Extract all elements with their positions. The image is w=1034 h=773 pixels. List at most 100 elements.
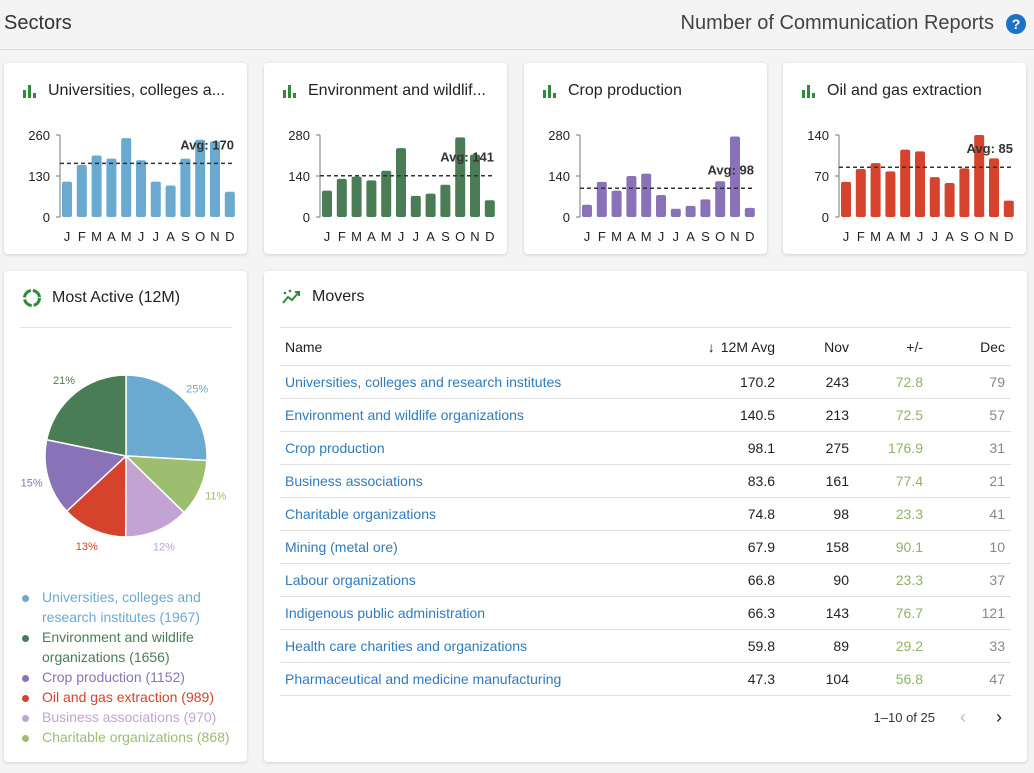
legend-item[interactable]: Business associations (970) (22, 707, 237, 727)
bar (715, 181, 726, 217)
mover-avg: 170.2 (676, 365, 781, 399)
column-header-dec[interactable]: Dec (929, 327, 1011, 366)
mover-diff: 76.7 (855, 596, 929, 630)
legend-item[interactable]: Charitable organizations (868) (22, 727, 237, 747)
mover-name-link[interactable]: Crop production (280, 431, 676, 465)
legend-item[interactable]: Universities, colleges and research inst… (22, 587, 237, 627)
table-row[interactable]: Mining (metal ore) 67.9 158 90.1 10 (280, 530, 1011, 564)
bar (641, 173, 652, 217)
x-tick-label: D (745, 229, 754, 244)
sector-card-2[interactable]: Crop production 280 140 0 J F M A M J J A S O N D Avg: … (524, 63, 767, 254)
mover-nov: 89 (781, 629, 855, 663)
mover-nov: 161 (781, 464, 855, 498)
bar (136, 160, 146, 217)
mover-name-link[interactable]: Charitable organizations (280, 497, 676, 531)
mover-name-link[interactable]: Labour organizations (280, 563, 676, 597)
bar (396, 148, 406, 217)
legend-label: Business associations (970) (42, 709, 217, 725)
mover-name-link[interactable]: Mining (metal ore) (280, 530, 676, 564)
table-row[interactable]: Universities, colleges and research inst… (280, 365, 1011, 399)
mover-diff: 72.8 (855, 365, 929, 399)
avg-label: Avg: 85 (967, 141, 1013, 156)
bar (62, 181, 72, 217)
mover-diff: 23.3 (855, 563, 929, 597)
table-row[interactable]: Health care charities and organizations 5… (280, 629, 1011, 663)
pie-slice (44, 438, 128, 513)
x-tick-label: J (324, 229, 331, 244)
mover-dec: 33 (929, 629, 1011, 663)
prev-page-icon[interactable]: ‹ (960, 706, 966, 727)
mover-nov: 143 (781, 596, 855, 630)
next-page-icon[interactable]: › (996, 706, 1002, 727)
help-icon[interactable]: ? (1006, 14, 1026, 34)
bar (900, 149, 911, 217)
pagination: 1–10 of 25 ‹ › (874, 705, 1011, 729)
mover-diff: 176.9 (855, 431, 929, 465)
metric-selector[interactable]: Number of Communication Reports (680, 12, 994, 34)
x-tick-label: S (960, 229, 969, 244)
mover-avg: 59.8 (676, 629, 781, 663)
bar (381, 170, 392, 217)
sector-card-1[interactable]: Environment and wildlif... 280 140 0 J F M A M J… (264, 63, 507, 254)
table-row[interactable]: Environment and wildlife organizations 14… (280, 398, 1011, 432)
most-active-title: Most Active (12M) (52, 289, 181, 306)
legend-dot (22, 735, 29, 742)
column-header-diff[interactable]: +/- (855, 327, 929, 366)
sector-card-3[interactable]: Oil and gas extraction 140 70 0 J F M A M J J A S O N… (783, 63, 1026, 254)
mover-avg: 83.6 (676, 464, 781, 498)
x-tick-label: S (181, 229, 190, 244)
trending-icon (282, 289, 300, 304)
mover-dec: 79 (929, 365, 1011, 399)
x-tick-label: N (730, 229, 739, 244)
bar (351, 176, 362, 217)
mover-dec: 37 (929, 563, 1011, 597)
movers-card: Movers Name ↓ 12M Avg Nov +/- Dec Univers… (264, 271, 1027, 762)
column-header-avg[interactable]: ↓ 12M Avg (676, 327, 781, 366)
x-tick-label: M (641, 229, 652, 244)
legend-dot (22, 715, 29, 722)
mover-name-link[interactable]: Business associations (280, 464, 676, 498)
bar (700, 199, 711, 217)
x-tick-label: F (338, 229, 346, 244)
bar (484, 200, 495, 217)
x-tick-label: M (121, 229, 132, 244)
bar (425, 193, 436, 217)
mover-dec: 121 (929, 596, 1011, 630)
legend-item[interactable]: Environment and wildlife organizations (… (22, 627, 237, 667)
mover-name-link[interactable]: Health care charities and organizations (280, 629, 676, 663)
legend-item[interactable]: Crop production (1152) (22, 667, 237, 687)
column-header-nov[interactable]: Nov (781, 327, 855, 366)
page-title: Sectors (4, 12, 72, 34)
x-tick-label: O (974, 229, 984, 244)
legend-item[interactable]: Oil and gas extraction (989) (22, 687, 237, 707)
pie-pct-label: 11% (205, 490, 226, 502)
y-tick-label: 260 (28, 128, 50, 143)
column-header-name[interactable]: Name (280, 327, 676, 366)
x-tick-label: S (701, 229, 710, 244)
bar (455, 137, 466, 217)
table-row[interactable]: Indigenous public administration 66.3 143 7… (280, 596, 1011, 630)
x-tick-label: N (210, 229, 219, 244)
pie-pct-label: 12% (153, 541, 175, 553)
table-row[interactable]: Charitable organizations 74.8 98 23.3 41 (280, 497, 1011, 531)
mover-name-link[interactable]: Universities, colleges and research inst… (280, 365, 676, 399)
table-row[interactable]: Crop production 98.1 275 176.9 31 (280, 431, 1011, 465)
x-tick-label: A (686, 229, 695, 244)
bar (165, 185, 176, 217)
bar (336, 178, 347, 217)
table-row[interactable]: Pharmaceutical and medicine manufacturin… (280, 662, 1011, 696)
mover-nov: 158 (781, 530, 855, 564)
bar (915, 151, 925, 217)
table-row[interactable]: Business associations 83.6 161 77.4 21 (280, 464, 1011, 498)
x-tick-label: F (598, 229, 606, 244)
bar (1003, 200, 1014, 217)
mover-name-link[interactable]: Environment and wildlife organizations (280, 398, 676, 432)
x-tick-label: N (470, 229, 479, 244)
sector-card-0[interactable]: Universities, colleges a... 260 130 0 J F M A M… (4, 63, 247, 254)
legend-dot (22, 595, 29, 602)
table-row[interactable]: Labour organizations 66.8 90 23.3 37 (280, 563, 1011, 597)
mover-name-link[interactable]: Pharmaceutical and medicine manufacturin… (280, 662, 676, 696)
mover-name-link[interactable]: Indigenous public administration (280, 596, 676, 630)
pie-pct-label: 15% (21, 478, 43, 490)
